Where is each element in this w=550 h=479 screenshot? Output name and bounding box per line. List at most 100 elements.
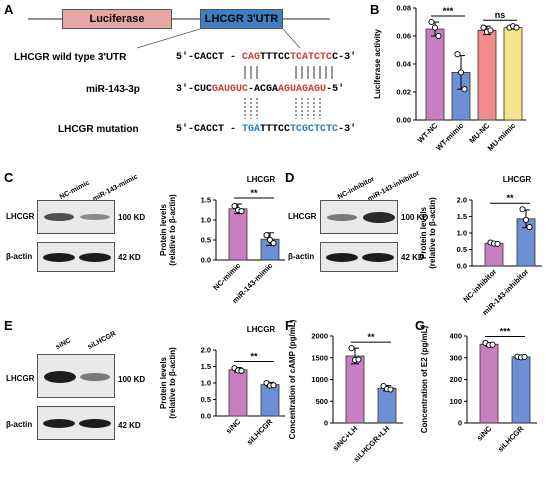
chart-b-point — [431, 24, 439, 31]
chart-d-tick-label: 0.5 — [457, 245, 467, 254]
wt-label: LHCGR wild type 3'UTR — [14, 52, 127, 63]
chart-b-bar — [503, 27, 523, 121]
chart-f-tick-label: 2000 — [311, 332, 328, 341]
chart-f-ylabel: Concentration of cAMP (pg/mL) — [288, 319, 297, 439]
chart-b-point — [461, 86, 468, 93]
blot-e-row-1: LHCGR — [6, 374, 35, 383]
chart-b-category-label: MU-NC — [467, 121, 491, 145]
blot-e-kd-2: 42 KD — [118, 421, 141, 430]
chart-g-category-label: siLHCGR — [496, 424, 526, 454]
chart-f-point — [348, 345, 355, 352]
chart-e-tick-label: 1.0 — [201, 379, 211, 388]
blot-e-lane-1: siNC — [54, 337, 73, 351]
chart-g-tick-label: 100 — [449, 397, 462, 406]
chart-f-camp: 0 500 1000 1500 2000 Concentration of cAMP (p… — [288, 319, 403, 464]
chart-d-ylabel: Protein levels — [420, 206, 428, 259]
pairing-lines-top — [244, 66, 333, 79]
chart-e-tick-label: 0.5 — [201, 395, 211, 404]
chart-c-point — [270, 240, 277, 247]
chart-g-bar — [479, 343, 499, 424]
chart-e-bar — [228, 369, 248, 417]
chart-e-ylabel: Protein levels — [160, 356, 168, 409]
panel-label-d: D — [285, 170, 295, 185]
chart-c-category-label: NC-mimic — [211, 261, 242, 292]
chart-c-tick-label: 1.0 — [201, 216, 211, 225]
chart-g-bar — [511, 356, 531, 424]
chart-d-point — [519, 206, 526, 213]
blot-c-actin — [37, 242, 115, 272]
panel-label-g: G — [415, 318, 426, 333]
panel-label-c: C — [4, 170, 14, 185]
chart-e-category-label: siNC — [224, 417, 243, 436]
chart-d-tick-label: 1.0 — [457, 229, 467, 238]
chart-c-ylabel: Protein levels — [160, 203, 168, 256]
blot-d-actin — [320, 242, 398, 272]
chart-c-point — [263, 232, 270, 239]
blot-d-row-1: LHCGR — [288, 212, 317, 221]
chart-g-tick-label: 200 — [449, 375, 462, 384]
chart-g-tick-label: 300 — [449, 353, 462, 362]
panel-label-b: B — [370, 2, 380, 17]
chart-e-point — [270, 382, 277, 389]
chart-b-category-label: WT-mimic — [434, 121, 465, 152]
mut-label: LHCGR mutation — [58, 124, 139, 135]
chart-b-tick-label: 0.02 — [396, 88, 411, 97]
chart-b-tick-label: 0.04 — [396, 60, 411, 69]
luciferase-box: Luciferase — [62, 9, 172, 29]
chart-g-category-label: siNC — [475, 424, 494, 443]
chart-e-tick-label: 2.0 — [201, 346, 211, 355]
chart-e-tick-label: 1.5 — [201, 362, 211, 371]
chart-e-category-label: siLHCGR — [245, 417, 275, 447]
chart-g-e2: 0 100 200 300 400 Concentration of E2 (pg/mL)… — [420, 325, 537, 454]
utr-box: LHCGR 3'UTR — [200, 9, 283, 29]
chart-g-point — [521, 353, 528, 360]
chart-e-protein: 0.0 0.5 1.0 1.5 2.0 Protein levels (relative t… — [160, 325, 285, 447]
chart-d-tick-label: 2.0 — [457, 196, 467, 205]
chart-c-tick-label: 1.5 — [201, 196, 211, 205]
chart-c-sig-label: ** — [250, 188, 258, 198]
chart-d-bar — [484, 242, 504, 267]
chart-b-tick-label: 0.08 — [396, 4, 411, 13]
chart-d-ylabel: (relative to β-actin) — [428, 197, 437, 269]
chart-b-bar — [477, 29, 497, 121]
blot-d-kd-2: 42 KD — [401, 253, 424, 262]
chart-b-luciferase: 0.00 0.02 0.04 0.06 0.08 Luciferase activity W… — [373, 4, 526, 153]
wt-sequence: 5'-CACCT - CAGTTTCCTCATCTCC-3' — [176, 52, 357, 63]
chart-e-bar — [260, 384, 280, 417]
chart-d-point — [526, 224, 533, 231]
mir-label: miR-143-3p — [86, 84, 140, 95]
chart-c-tick-label: 0.0 — [201, 256, 211, 265]
chart-f-bar — [377, 387, 397, 424]
chart-e-tick-label: 0.0 — [201, 412, 211, 421]
chart-b-point — [457, 69, 465, 76]
blot-c-kd-2: 42 KD — [118, 253, 141, 262]
chart-b-point — [480, 24, 487, 31]
blot-c-lane-1: NC-mimic — [58, 179, 91, 201]
chart-b-point — [428, 18, 435, 26]
chart-g-point — [489, 341, 496, 348]
chart-b-point — [487, 27, 494, 34]
chart-d-title: LHCGR — [503, 175, 532, 184]
chart-b-sig-label: *** — [443, 6, 454, 16]
chart-c-title: LHCGR — [247, 175, 276, 184]
chart-d-tick-label: 0.0 — [457, 262, 467, 271]
panel-label-f: F — [285, 318, 293, 333]
chart-f-bar — [345, 355, 365, 424]
chart-f-category-label: siNC+LH — [331, 424, 360, 453]
blot-c-lhcgr — [37, 200, 115, 234]
blot-c-row-2: β-actin — [6, 252, 33, 261]
blot-e-lhcgr — [37, 354, 115, 398]
blot-d-lane-2: miR-143-inhibitor — [366, 169, 421, 203]
chart-e-sig-label: ** — [250, 351, 258, 361]
chart-b-category-label: MU-mimic — [486, 121, 518, 153]
chart-b-category-label: WT-NC — [416, 121, 440, 145]
blot-d-row-2: β-actin — [288, 252, 315, 261]
blot-e-lane-2: siLHCGR — [86, 330, 118, 351]
chart-c-ylabel: (relative to β-actin) — [168, 194, 177, 266]
chart-f-point — [387, 386, 394, 393]
chart-b-tick-label: 0.06 — [396, 32, 411, 41]
chart-f-tick-label: 500 — [315, 397, 328, 406]
chart-b-sig-label: ns — [495, 10, 506, 20]
chart-g-tick-label: 400 — [449, 332, 462, 341]
chart-f-tick-label: 1500 — [311, 353, 328, 362]
